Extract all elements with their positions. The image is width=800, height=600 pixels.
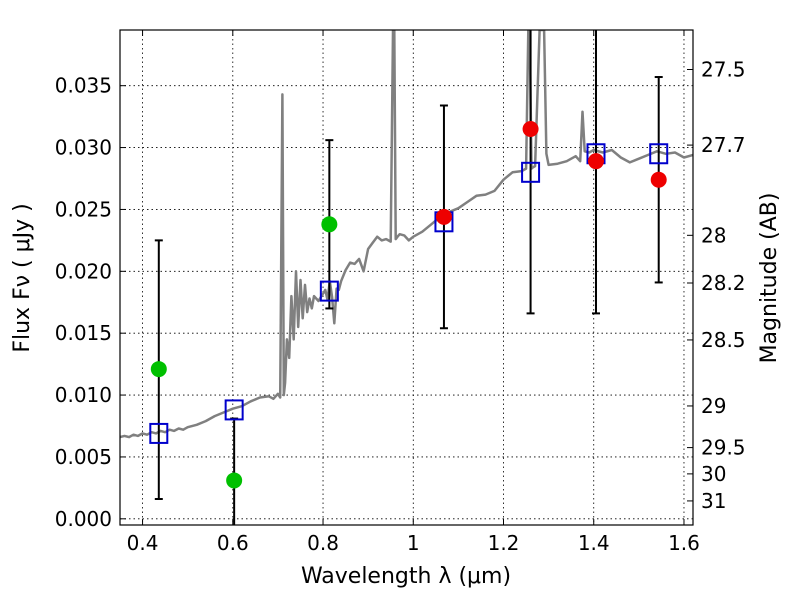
red-point (650, 171, 667, 188)
y-tick-label: 0.010 (55, 383, 112, 407)
y-tick-label: 0.020 (55, 259, 112, 283)
right-tick-label: 28 (701, 223, 726, 247)
green-point (150, 361, 167, 378)
right-tick-label: 28.2 (701, 271, 746, 295)
model-box (224, 399, 244, 421)
y-tick-label: 0.000 (55, 507, 112, 531)
red-point (587, 153, 604, 170)
right-tick-label: 28.5 (701, 328, 746, 352)
green-point (226, 472, 243, 489)
x-tick-label: 0.8 (307, 531, 339, 555)
right-tick-label: 29.5 (701, 436, 746, 460)
grid (120, 30, 693, 525)
right-tick-label: 29 (701, 394, 726, 418)
right-tick-label: 30 (701, 462, 726, 486)
green-point (321, 216, 338, 233)
right-axis-label: Magnitude (AB) (757, 193, 782, 364)
right-tick-label: 27.5 (701, 58, 746, 82)
model-box (521, 161, 541, 183)
plot-frame (119, 29, 694, 526)
y-tick-label: 0.025 (55, 197, 112, 221)
right-tick-label: 31 (701, 489, 726, 513)
right-tick-label: 27.7 (701, 133, 746, 157)
red-point (435, 208, 452, 225)
y-tick-label: 0.030 (55, 136, 112, 160)
red-point (522, 121, 539, 137)
model-box (649, 143, 669, 165)
data-layer (120, 30, 693, 525)
x-tick-label: 1.6 (668, 531, 700, 555)
y-tick-label: 0.035 (55, 74, 112, 98)
x-axis-label: Wavelength λ (μm) (301, 564, 511, 589)
x-tick-label: 1.4 (578, 531, 610, 555)
x-tick-label: 1.2 (488, 531, 520, 555)
y-tick-label: 0.015 (55, 321, 112, 345)
x-tick-label: 0.4 (127, 531, 159, 555)
spectrum-line (120, 30, 693, 439)
model-box (149, 422, 169, 444)
x-tick-label: 0.6 (217, 531, 249, 555)
model-box (319, 280, 339, 302)
x-tick-label: 1 (407, 531, 420, 555)
axes: 0.4 0.6 0.8 1 1.2 1.4 1.6 0.000 0.005 0.010 0.015 0… (55, 30, 746, 555)
y-tick-label: 0.005 (55, 445, 112, 469)
y-axis-label: Flux Fν ( μJy ) (10, 203, 35, 352)
